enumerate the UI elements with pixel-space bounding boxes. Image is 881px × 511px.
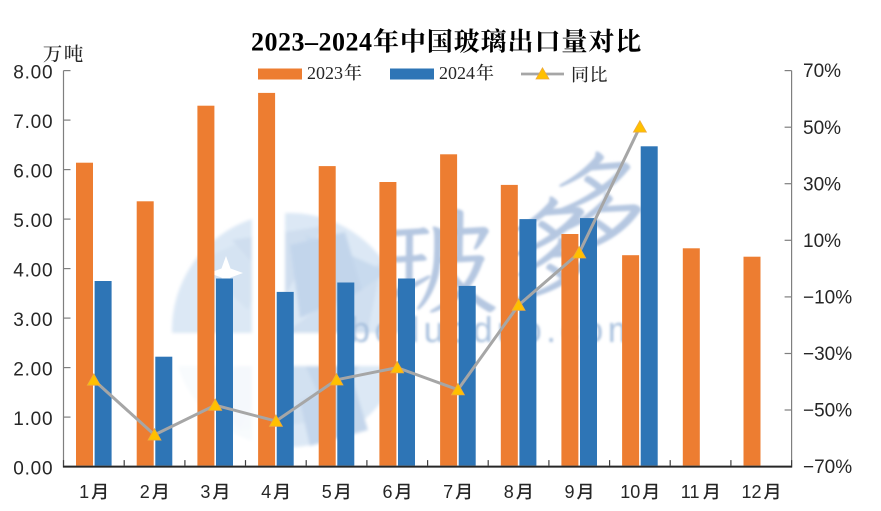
svg-text:8.00: 8.00 xyxy=(13,63,53,84)
svg-text:2023: 2023 xyxy=(307,63,343,83)
svg-text:0.00: 0.00 xyxy=(13,459,53,480)
svg-text:−10%: −10% xyxy=(803,288,852,309)
svg-text:2023–2024: 2023–2024 xyxy=(251,28,373,57)
svg-text:−30%: −30% xyxy=(803,344,852,365)
svg-text:−70%: −70% xyxy=(803,457,852,478)
svg-text:2.00: 2.00 xyxy=(13,360,53,381)
svg-text:3: 3 xyxy=(200,482,210,502)
svg-text:5.00: 5.00 xyxy=(13,211,53,232)
svg-text:1.00: 1.00 xyxy=(13,409,53,430)
svg-text:10: 10 xyxy=(620,482,640,502)
svg-text:8: 8 xyxy=(504,482,514,502)
svg-text:6.00: 6.00 xyxy=(13,162,53,183)
svg-text:2024: 2024 xyxy=(439,63,475,83)
svg-text:5: 5 xyxy=(322,482,332,502)
svg-text:7: 7 xyxy=(443,482,453,502)
svg-text:50%: 50% xyxy=(803,118,841,139)
svg-text:9: 9 xyxy=(565,482,575,502)
svg-text:4: 4 xyxy=(261,482,271,502)
svg-text:7.00: 7.00 xyxy=(13,112,53,133)
svg-text:3.00: 3.00 xyxy=(13,310,53,331)
svg-text:2: 2 xyxy=(140,482,150,502)
svg-text:6: 6 xyxy=(383,482,393,502)
svg-text:1: 1 xyxy=(79,482,89,502)
svg-text:4.00: 4.00 xyxy=(13,261,53,282)
svg-text:30%: 30% xyxy=(803,174,841,195)
svg-text:10%: 10% xyxy=(803,231,841,252)
svg-text:−50%: −50% xyxy=(803,401,852,422)
svg-text:12: 12 xyxy=(742,482,762,502)
svg-text:11: 11 xyxy=(681,482,700,502)
svg-text:70%: 70% xyxy=(803,61,841,82)
